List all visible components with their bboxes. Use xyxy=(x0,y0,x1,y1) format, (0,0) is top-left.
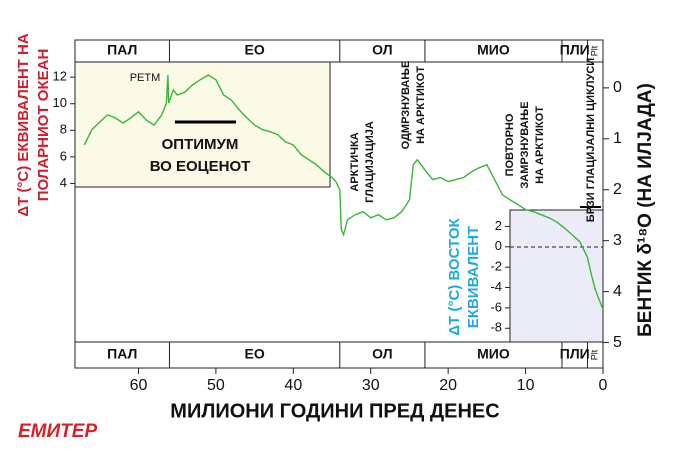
annotation: РЕТМ xyxy=(130,72,161,84)
stage-label: Plt xyxy=(590,45,600,56)
x-tick-label: 50 xyxy=(207,377,225,394)
y3-tick-label: 0 xyxy=(495,238,502,253)
y2-tick-label: 4 xyxy=(60,175,67,190)
y3-tick-label: -8 xyxy=(490,320,502,335)
annotation: НА АРКТИКОТ xyxy=(534,106,546,184)
annotation: ЗАМРЗНУВАЊЕ xyxy=(519,101,531,188)
stage-label: ПАЛ xyxy=(107,346,137,362)
vostok-inset xyxy=(509,209,604,343)
y2-tick-label: 10 xyxy=(53,95,67,110)
stage-label: ОЛ xyxy=(372,346,392,362)
y-tick-label: 3 xyxy=(613,232,622,249)
logo: ЕМИТЕР xyxy=(18,421,97,442)
annotation: АРКТИЧКА xyxy=(349,132,361,191)
x-tick-label: 10 xyxy=(517,377,535,394)
y-tick-label: 2 xyxy=(613,181,622,198)
y2-tick-label: 8 xyxy=(60,122,67,137)
stage-label: ПЛИ xyxy=(560,42,590,58)
y3-tick-label: 2 xyxy=(495,218,502,233)
stage-label: МИО xyxy=(477,346,510,362)
x-tick-label: 30 xyxy=(362,377,380,394)
x-tick-label: 40 xyxy=(284,377,302,394)
x-tick-label: 20 xyxy=(439,377,457,394)
data-line xyxy=(83,74,604,310)
stage-label: ПЛИ xyxy=(560,346,590,362)
y3-tick-label: -6 xyxy=(490,299,502,314)
x-axis-title: МИЛИОНИ ГОДИНИ ПРЕД ДЕНЕС xyxy=(170,400,499,422)
y-tick-label: 0 xyxy=(613,79,622,96)
stage-label: ЕО xyxy=(244,42,264,58)
y3-tick-label: -2 xyxy=(490,259,502,274)
annotation: ГЛАЦИЈАЦИЈА xyxy=(364,121,376,203)
polar-inset xyxy=(74,61,331,188)
annotation: ОДМРЗНУВАЊЕ xyxy=(400,61,412,150)
y3-tick-label: -4 xyxy=(490,279,502,294)
annotation: ОПТИМУМ xyxy=(162,136,239,153)
frame xyxy=(74,39,604,369)
y3-axis-title: ΔT (°C) ВОСТОК xyxy=(446,218,463,336)
y-tick-label: 5 xyxy=(613,334,622,351)
stage-label: ОЛ xyxy=(372,42,392,58)
y-tick-label: 4 xyxy=(613,283,622,300)
y-tick-label: 1 xyxy=(613,130,622,147)
y2-tick-label: 6 xyxy=(60,148,67,163)
x-tick-label: 60 xyxy=(130,377,148,394)
annotation: ВО ЕОЦЕНОТ xyxy=(150,158,251,175)
y3-axis-title: ЕКВИВАЛЕНТ xyxy=(465,226,482,328)
stage-label: ПАЛ xyxy=(107,42,137,58)
annotation: НА АРКТИКОТ xyxy=(415,66,427,144)
annotation: ПОВТОРНО xyxy=(504,113,516,176)
annotation: БРЗИ ГЛАЦИЈАЛНИ ЦИКЛУСИ xyxy=(585,58,597,222)
stage-label: МИО xyxy=(477,42,510,58)
y-axis-title: БЕНТИК δ¹⁸O (НА ИЛЈАДА) xyxy=(635,83,656,337)
stage-label: ЕО xyxy=(244,346,264,362)
stage-label: Plt xyxy=(590,349,600,360)
y2-axis-title: ΔT (°C) ЕКВИВАЛЕНТ НА xyxy=(15,33,32,217)
x-tick-label: 0 xyxy=(599,377,608,394)
y2-axis-title: ПОЛАРНИОТ ОКЕАН xyxy=(35,49,52,202)
y2-tick-label: 12 xyxy=(53,69,67,84)
